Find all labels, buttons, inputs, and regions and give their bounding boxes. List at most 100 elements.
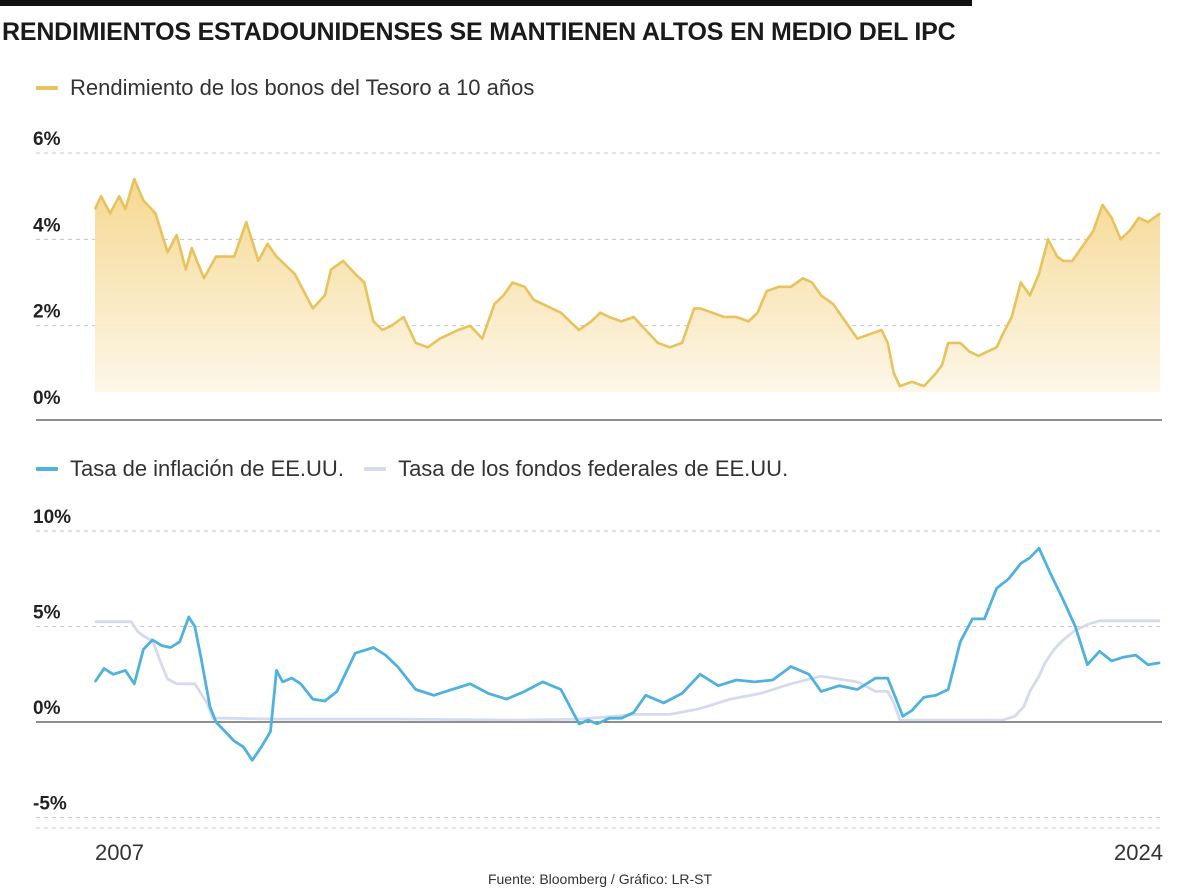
inflation-point (699, 673, 701, 675)
yield-point (330, 269, 332, 271)
inflation-point (838, 685, 840, 687)
yield-point (185, 269, 187, 271)
yield-point (1002, 333, 1004, 335)
yield-point (645, 329, 647, 331)
inflation-point (251, 759, 253, 761)
yield-point (312, 307, 314, 309)
fed-point (275, 718, 278, 720)
fed-point (206, 702, 208, 704)
yield-point (620, 320, 623, 322)
inflation-point (188, 616, 190, 618)
yield-point (215, 256, 217, 258)
yield-point (856, 338, 859, 340)
legend-swatch-fed (364, 467, 387, 471)
fed-point (1029, 690, 1031, 693)
inflation-point (275, 669, 278, 672)
inflation-point (1086, 664, 1088, 666)
yield-point (551, 307, 553, 309)
yield-point (1029, 294, 1031, 296)
yield-point (832, 303, 834, 305)
inflation-point (94, 681, 96, 683)
fed-point (200, 692, 202, 695)
fed-point (636, 713, 638, 716)
inflation-point (209, 706, 211, 708)
fed-point (899, 719, 901, 721)
inflation-point (717, 685, 719, 687)
yield-point (578, 329, 580, 331)
fed-point (185, 683, 187, 685)
inflation-point (560, 688, 562, 691)
yield-point (100, 195, 102, 197)
yield-point (448, 333, 450, 335)
inflation-point (433, 694, 435, 696)
yield-point (439, 338, 441, 340)
yield-line (93, 177, 1161, 388)
inflation-point (524, 690, 526, 693)
yield-point (324, 294, 326, 296)
yield-point (415, 342, 417, 344)
inflation-point (336, 690, 338, 693)
yield-point (294, 273, 296, 275)
yield-point (986, 351, 989, 353)
yield-point (118, 195, 120, 197)
yield-point (493, 303, 495, 305)
yield-point (599, 312, 601, 314)
yield-point (154, 212, 157, 214)
inflation-point (911, 709, 913, 712)
inflation-point (1008, 578, 1010, 580)
yield-point (608, 316, 610, 318)
inflation-point (808, 673, 810, 675)
yield-point (1071, 260, 1073, 262)
inflation-point (633, 711, 635, 714)
chart-title: RENDIMIENTOS ESTADOUNIDENSES SE MANTIENE… (2, 18, 956, 46)
yield-point (381, 329, 383, 331)
inflation-point (1147, 664, 1149, 666)
y-tick-label: 0% (33, 388, 61, 409)
fed-point (578, 718, 580, 720)
fed-point (1053, 648, 1055, 651)
inflation-point (772, 679, 774, 681)
yield-point (584, 325, 586, 327)
yield-point (511, 281, 514, 284)
yield-point (790, 286, 792, 288)
yield-point (133, 178, 135, 180)
inflation-point (1074, 625, 1076, 628)
fed-point (699, 708, 701, 710)
inflation-point (133, 683, 135, 685)
inflation-line (93, 546, 1161, 762)
yield-point (542, 303, 544, 305)
inflation-point (645, 694, 647, 696)
fed-point (1098, 620, 1101, 622)
yield-point (820, 294, 822, 296)
inflation-point (312, 698, 314, 700)
yield-point (968, 351, 971, 353)
yield-point (723, 316, 725, 318)
yield-point (693, 307, 695, 309)
yield-point (959, 342, 961, 344)
inflation-point (596, 723, 598, 725)
yield-point (257, 260, 259, 262)
fed-point (518, 719, 520, 721)
inflation-point (754, 681, 756, 683)
inflation-point (372, 646, 374, 649)
fed-point (887, 690, 889, 693)
yield-point (1011, 316, 1013, 318)
fed-point (856, 681, 859, 683)
yield-point (342, 260, 344, 262)
fed-point (1086, 624, 1088, 626)
yield-point (372, 320, 374, 322)
y-tick-label: -5% (33, 794, 67, 815)
inflation-point (505, 698, 508, 700)
inflation-point (893, 692, 895, 695)
yield-point (533, 299, 535, 301)
yield-point (778, 286, 780, 288)
yield-point (124, 208, 126, 210)
y-tick-label: 10% (33, 507, 71, 528)
inflation-point (1050, 574, 1052, 576)
yield-point (1138, 217, 1140, 219)
inflation-point (1111, 660, 1113, 662)
fed-point (94, 621, 96, 623)
inflation-point (1159, 662, 1161, 664)
yield-point (524, 286, 526, 288)
yield-area (95, 178, 1160, 392)
